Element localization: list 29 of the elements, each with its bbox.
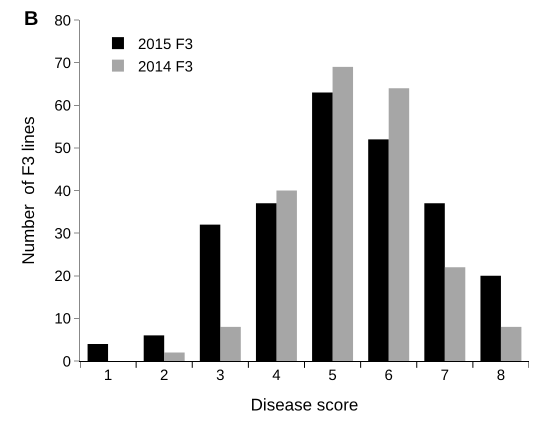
x-tick-label: 6 (384, 367, 393, 384)
bar (444, 267, 466, 361)
y-tick-label: 60 (54, 98, 71, 114)
y-tick-label: 80 (54, 12, 71, 30)
y-tick-label: 70 (54, 54, 71, 72)
x-tick-label: 5 (328, 367, 337, 384)
y-tick-label: 50 (54, 140, 71, 158)
bar (500, 326, 522, 361)
bar (276, 190, 297, 361)
bar (164, 352, 185, 361)
bar (332, 66, 354, 361)
legend-label: 2015 F3 (138, 36, 194, 53)
y-axis-title: Number of F3 lines (18, 116, 38, 265)
x-tick-label: 4 (272, 367, 281, 384)
legend-label: 2014 F3 (138, 58, 194, 76)
y-tick-label: 0 (62, 353, 71, 370)
x-tick-label: 3 (216, 367, 224, 384)
x-tick-label: 7 (440, 367, 449, 384)
x-tick-label: 1 (104, 367, 112, 384)
x-tick-label: 2 (160, 367, 168, 384)
bar (220, 326, 241, 361)
bar (388, 88, 410, 361)
y-tick-label: 30 (54, 225, 71, 242)
x-axis-title: Disease score (250, 395, 358, 414)
x-tick-label: 8 (496, 367, 506, 384)
y-tick-label: 40 (54, 182, 71, 200)
text: B (24, 8, 38, 30)
y-tick-label: 10 (54, 310, 71, 328)
y-tick-label: 20 (54, 268, 71, 285)
